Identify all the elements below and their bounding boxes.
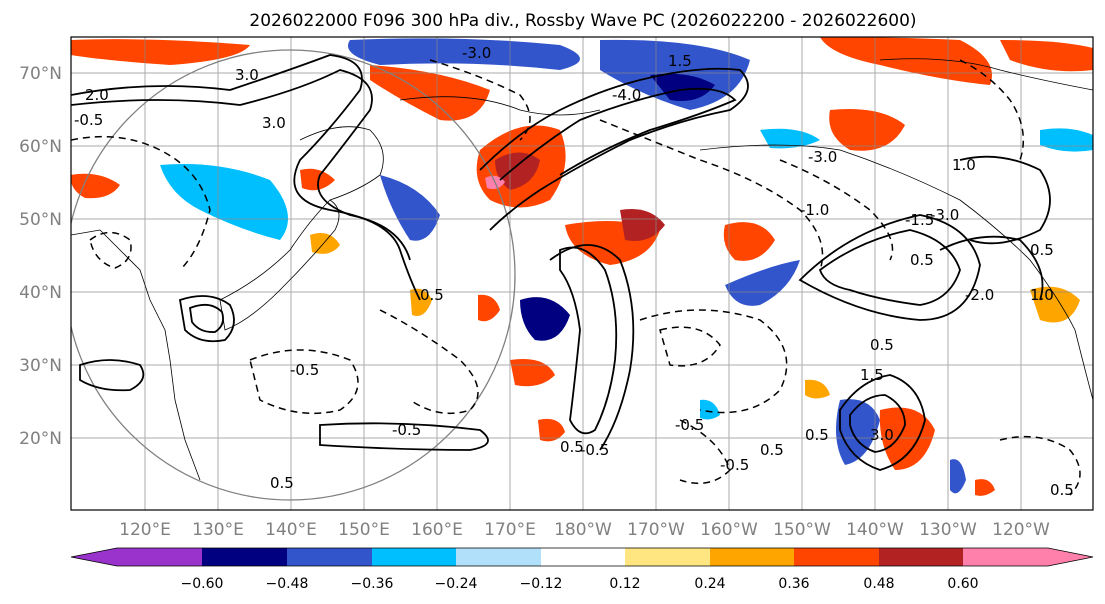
map-panel: 3.0 -3.0 1.5 -4.0 3.0 2.0 -0.5 0.5 -0.5 … — [65, 37, 1093, 510]
colorbar-tick: −0.36 — [351, 576, 394, 592]
contour-label: -3.0 — [808, 148, 837, 166]
lat-label: 30°N — [19, 356, 62, 376]
lon-label: 120°E — [119, 520, 171, 540]
longitude-labels: 120°E 130°E 140°E 150°E 160°E 170°E 180°… — [119, 520, 1050, 540]
colorbar-segment — [625, 548, 710, 566]
contour-label: -4.0 — [612, 86, 641, 104]
lon-label: 120°W — [992, 520, 1050, 540]
contour-label: -0.5 — [74, 111, 103, 129]
contour-label: 3.0 — [235, 66, 259, 84]
contour-label: 1.5 — [668, 52, 692, 70]
lat-label: 20°N — [19, 429, 62, 449]
contour-label: 1.0 — [1030, 286, 1054, 304]
contour-label: 0.5 — [270, 474, 294, 492]
colorbar-tick-labels: −0.60 −0.48 −0.36 −0.24 −0.12 0.12 0.24 … — [181, 576, 979, 592]
colorbar-tick: 0.60 — [947, 576, 978, 592]
lon-label: 170°W — [627, 520, 685, 540]
lon-label: 180°W — [554, 520, 612, 540]
contour-label: 0.5 — [910, 251, 934, 269]
contour-label: -3.0 — [462, 44, 491, 62]
lon-label: 130°W — [919, 520, 977, 540]
contour-label: 0.5 — [805, 426, 829, 444]
colorbar-tick: −0.12 — [520, 576, 563, 592]
lon-label: 160°W — [700, 520, 758, 540]
colorbar-segment — [71, 548, 117, 566]
colorbar-segment — [456, 548, 541, 566]
colorbar-tick: −0.24 — [435, 576, 478, 592]
colorbar-tick: −0.48 — [266, 576, 309, 592]
contour-label: -1.0 — [800, 201, 829, 219]
colorbar-tick: 0.48 — [863, 576, 894, 592]
colorbar-tick: 0.24 — [694, 576, 725, 592]
contour-label: -0.5 — [580, 441, 609, 459]
lon-label: 140°W — [846, 520, 904, 540]
contour-label: 3.0 — [262, 114, 286, 132]
contour-label: 0.5 — [760, 441, 784, 459]
contour-label: -0.5 — [392, 421, 421, 439]
colorbar-segment — [117, 548, 202, 566]
contour-label: 0.5 — [1030, 241, 1054, 259]
colorbar-segment — [963, 548, 1048, 566]
colorbar-tick: −0.60 — [181, 576, 224, 592]
latitude-labels: 70°N 60°N 50°N 40°N 30°N 20°N — [19, 64, 62, 449]
lat-label: 50°N — [19, 210, 62, 230]
colorbar-segment — [202, 548, 287, 566]
contour-label: 3.0 — [870, 426, 894, 444]
colorbar-segment — [879, 548, 963, 566]
colorbar-tick: 0.12 — [609, 576, 640, 592]
colorbar-segment — [372, 548, 456, 566]
colorbar-segment — [710, 548, 794, 566]
contour-label: -0.5 — [720, 456, 749, 474]
contour-label: 1.5 — [860, 366, 884, 384]
contour-label: -3.0 — [930, 206, 959, 224]
contour-label: -2.0 — [965, 286, 994, 304]
contour-label: 0.5 — [420, 286, 444, 304]
lon-label: 140°E — [265, 520, 317, 540]
contour-label: 0.5 — [1050, 481, 1074, 499]
lon-label: 130°E — [192, 520, 244, 540]
lon-label: 150°E — [338, 520, 390, 540]
contour-label: -0.5 — [290, 361, 319, 379]
colorbar-segment — [541, 548, 625, 566]
lon-label: 160°E — [411, 520, 463, 540]
lat-label: 60°N — [19, 137, 62, 157]
colorbar-tick: 0.36 — [778, 576, 809, 592]
colorbar-segment — [794, 548, 879, 566]
colorbar-segment — [287, 548, 372, 566]
lon-label: 150°W — [773, 520, 831, 540]
contour-label: 1.0 — [952, 156, 976, 174]
contour-label: -0.5 — [675, 416, 704, 434]
colorbar: −0.60 −0.48 −0.36 −0.24 −0.12 0.12 0.24 … — [71, 548, 1093, 592]
lon-label: 170°E — [484, 520, 536, 540]
figure-title: 2026022000 F096 300 hPa div., Rossby Wav… — [249, 11, 916, 31]
contour-label: 0.5 — [870, 336, 894, 354]
lat-label: 70°N — [19, 64, 62, 84]
contour-label: 2.0 — [85, 86, 109, 104]
lat-label: 40°N — [19, 283, 62, 303]
colorbar-segment — [1048, 548, 1093, 566]
